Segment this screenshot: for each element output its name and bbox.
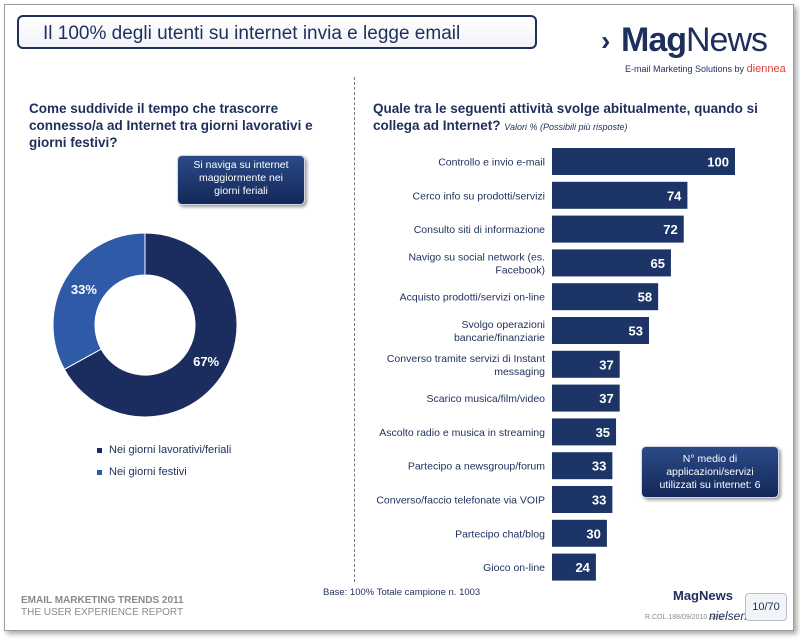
bar (552, 249, 671, 277)
page-number: 10/70 (745, 593, 787, 621)
bar-value-label: 53 (629, 324, 643, 339)
bar-value-label: 33 (592, 459, 606, 474)
page-title: Il 100% degli utenti su internet invia e… (43, 23, 461, 44)
bar (552, 350, 620, 378)
bar-category-label: Converso/faccio telefonate via VOIP (376, 495, 545, 507)
bar (552, 519, 607, 547)
bar-category-label: Navigo su social network (es. (408, 251, 545, 263)
bar-value-label: 72 (663, 222, 677, 237)
left-callout-line: giorni feriali (214, 185, 268, 197)
bar-value-label: 24 (575, 560, 590, 575)
bar (552, 148, 735, 175)
bar (552, 452, 613, 480)
activities-bar-chart: 100 Controllo e invio e-mail 74 Cerco info … (376, 148, 735, 581)
bar-value-label: 33 (592, 493, 606, 508)
right-callout-line: utilizzati su internet: 6 (659, 479, 761, 491)
section-divider (354, 77, 355, 582)
legend-item-weekdays: Nei giorni lavorativi/feriali (97, 439, 231, 461)
bar-category-label: Cerco info su prodotti/servizi (413, 190, 545, 202)
footer-partner-logo: nielsen (709, 609, 748, 623)
bar-category-label: Ascolto radio e musica in streaming (379, 427, 545, 439)
footer-base-note: Base: 100% Totale campione n. 1003 (323, 587, 481, 598)
left-question: Come suddivide il tempo che trascorre co… (29, 101, 313, 150)
right-question: Quale tra le seguenti attività svolge ab… (373, 100, 783, 136)
bar (552, 317, 649, 344)
title-box: Il 100% degli utenti su internet invia e… (17, 15, 537, 49)
right-callout-line: N° medio di (682, 453, 738, 465)
magnews-logo: › MagNews E-mail Marketing Solutions by … (601, 19, 786, 81)
donut-slice (52, 232, 146, 371)
bar-value-label: 74 (667, 188, 682, 203)
bar-value-label: 30 (586, 526, 600, 541)
bar-value-label: 58 (638, 290, 652, 305)
bar-category-label: Facebook) (495, 264, 545, 276)
bar-category-label: Partecipo chat/blog (455, 528, 545, 540)
logo-name-bold: Mag (621, 21, 687, 59)
bar-category-label: bancarie/finanziarie (454, 332, 545, 344)
bar-value-label: 37 (599, 357, 613, 372)
bar-category-label: Acquisto prodotti/servizi on-line (400, 292, 545, 304)
legend-item-holidays: Nei giorni festivi (97, 461, 231, 483)
bar (552, 486, 613, 513)
report-title-line1: EMAIL MARKETING TRENDS 2011 (21, 595, 184, 606)
bar (552, 283, 659, 311)
logo-tagline: E-mail Marketing Solutions by diennea (625, 63, 786, 75)
bar (552, 215, 684, 243)
bar-category-label: messaging (494, 366, 545, 378)
bar-category-label: Gioco on-line (483, 562, 545, 574)
bar (552, 181, 688, 209)
donut-legend: Nei giorni lavorativi/feriali Nei giorni… (97, 439, 231, 483)
slide: Il 100% degli utenti su internet invia e… (4, 4, 794, 631)
logo-arrow-icon: › (601, 25, 611, 56)
bar-category-label: Svolgo operazioni (462, 319, 545, 331)
bar-category-label: Partecipo a newsgroup/forum (408, 461, 545, 473)
report-title: EMAIL MARKETING TRENDS 2011 THE USER EXP… (21, 595, 184, 619)
legend-label-weekdays: Nei giorni lavorativi/feriali (109, 444, 232, 456)
bar-category-label: Consulto siti di informazione (414, 224, 545, 236)
legend-swatch-holidays (97, 470, 102, 475)
bar-category-label: Controllo e invio e-mail (438, 157, 545, 169)
logo-name: MagNews (621, 21, 768, 60)
bar-value-label: 100 (707, 155, 729, 170)
left-callout-line: maggiormente nei (198, 172, 284, 184)
left-callout-line: Si naviga su internet (193, 159, 289, 171)
footer-logo: MagNews (673, 588, 733, 603)
logo-tagline-text: E-mail Marketing Solutions by (625, 64, 745, 74)
donut-slice-label: 67% (193, 354, 219, 369)
donut-chart: 67% 33% (52, 232, 238, 418)
bar (552, 418, 617, 446)
right-question-subtitle: Valori % (Possibili più risposte) (504, 122, 628, 132)
bar (552, 553, 596, 581)
logo-name-light: News (686, 21, 768, 59)
donut-slice (63, 232, 238, 418)
right-question-text: Quale tra le seguenti attività svolge ab… (373, 101, 758, 133)
logo-brand: diennea (746, 63, 786, 75)
left-callout: Si naviga su internet maggiormente nei g… (177, 155, 305, 205)
legend-label-holidays: Nei giorni festivi (109, 466, 187, 478)
bar-value-label: 37 (599, 391, 613, 406)
footer-reference: R.COL.188/09/2010 SRV (645, 614, 724, 621)
right-callout: N° medio di applicazioni/servizi utilizz… (641, 446, 779, 498)
report-title-line2: THE USER EXPERIENCE REPORT (21, 607, 184, 618)
bar-category-label: Converso tramite servizi di Instant (387, 353, 545, 365)
right-callout-line: applicazioni/servizi (666, 466, 754, 478)
donut-slice-label: 33% (71, 282, 97, 297)
bar (552, 384, 620, 412)
bar-value-label: 35 (596, 425, 610, 440)
bar-category-label: Scarico musica/film/video (427, 393, 546, 405)
legend-swatch-weekdays (97, 448, 102, 453)
bar-value-label: 65 (650, 256, 664, 271)
